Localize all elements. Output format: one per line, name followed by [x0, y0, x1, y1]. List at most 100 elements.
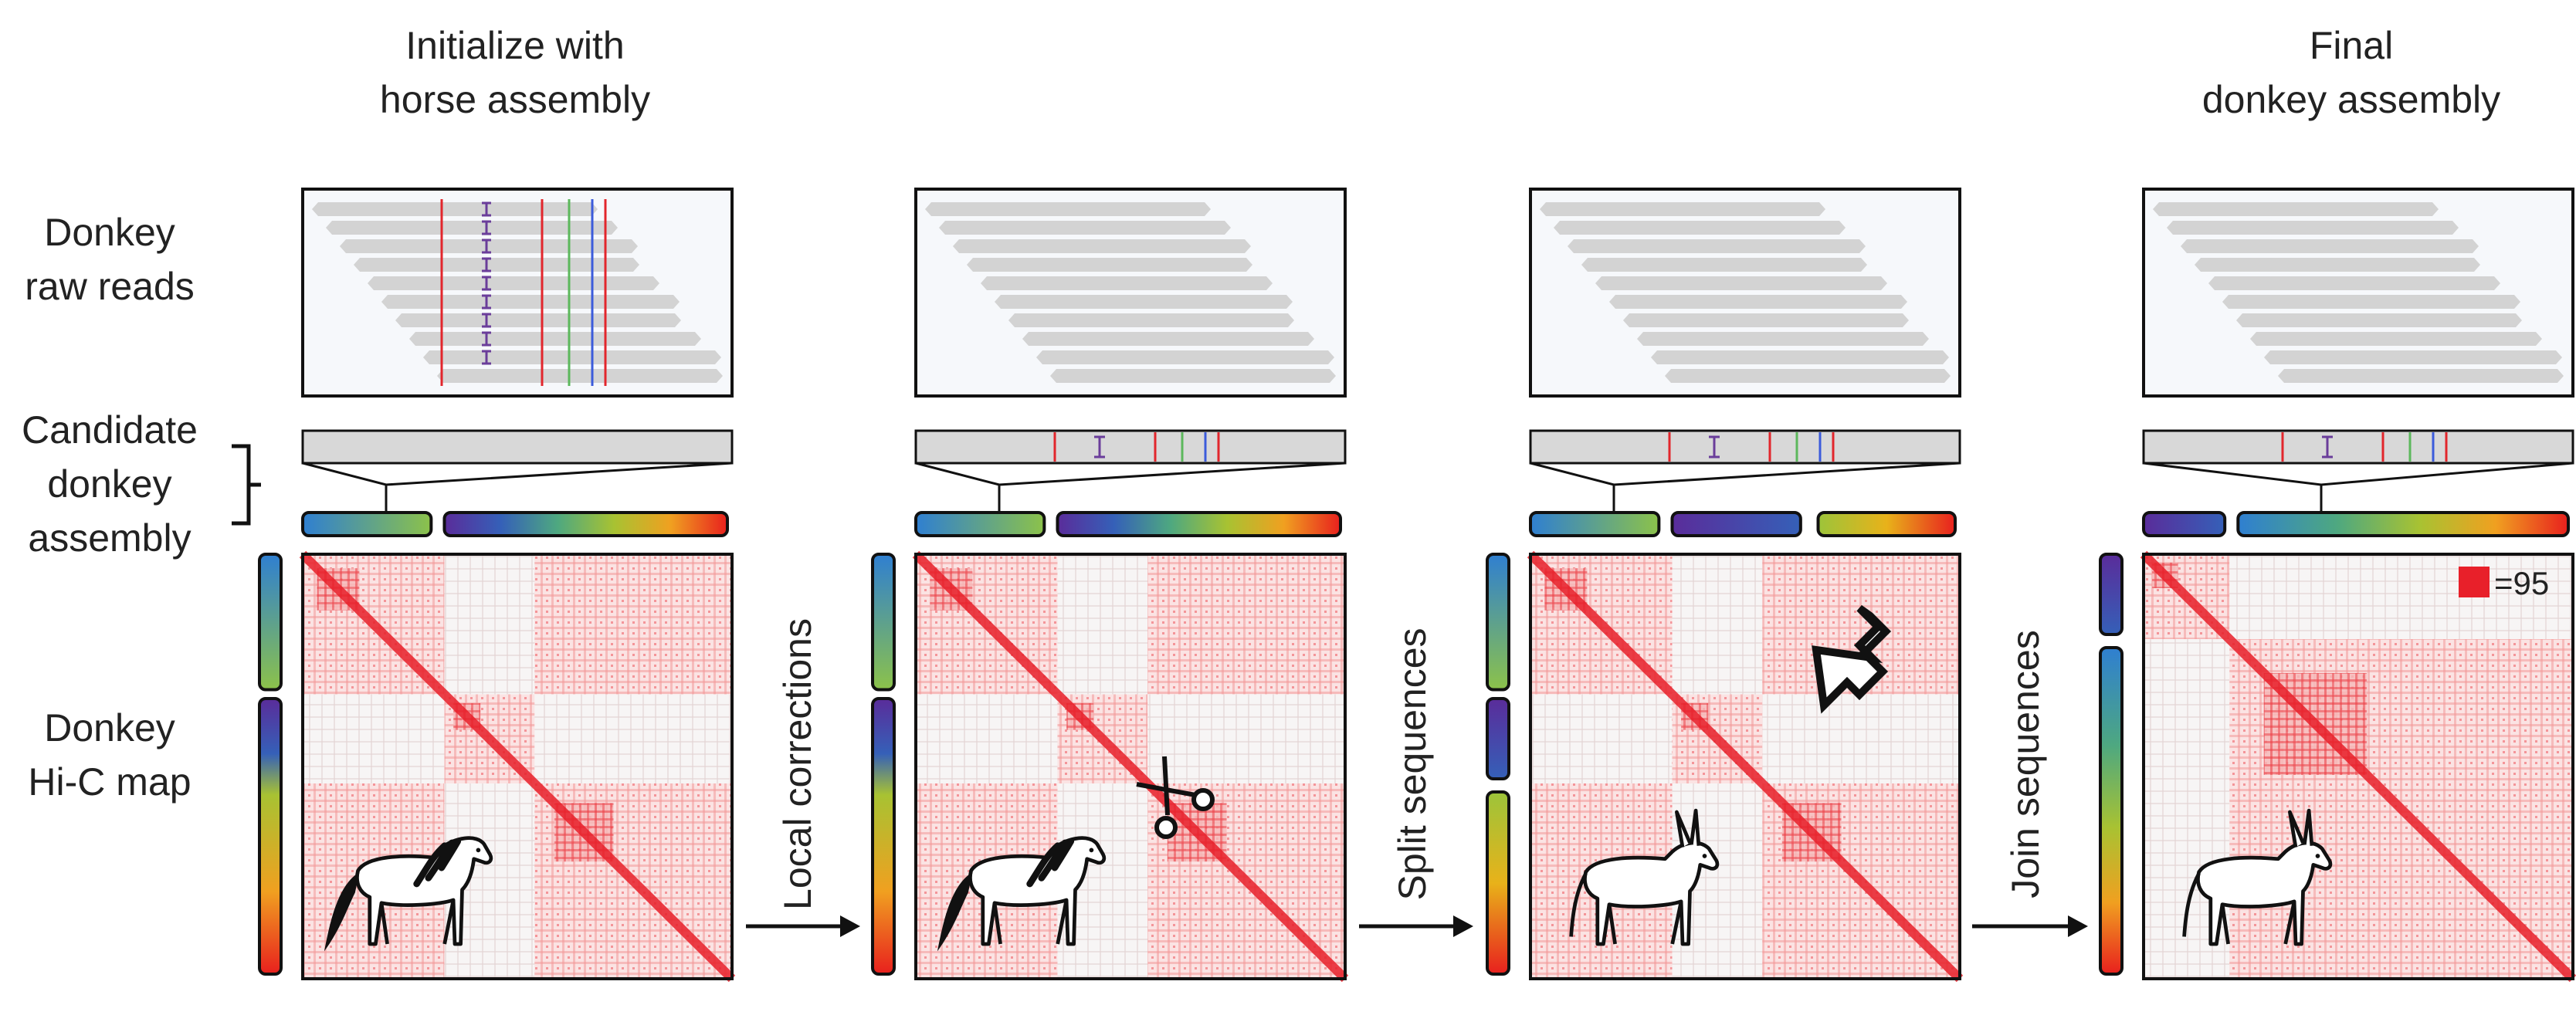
contig-bar-vertical — [1486, 553, 1510, 692]
contig-bar — [1670, 511, 1802, 537]
hic-map — [299, 550, 736, 983]
read-bar — [1637, 332, 1929, 346]
read-bar — [1623, 313, 1909, 327]
read-bar — [2195, 258, 2480, 272]
scissors-icon — [1136, 756, 1215, 839]
read-bar — [1022, 332, 1314, 346]
contig-bar — [301, 511, 433, 537]
read-bar — [939, 221, 1231, 235]
read-bar — [967, 258, 1252, 272]
panel-split — [1486, 188, 1964, 983]
contig-bar-vertical — [2099, 646, 2124, 976]
read-bar — [1554, 221, 1846, 235]
split-sequences-label: Split sequences — [1391, 628, 1434, 900]
candidate-assembly-strip — [301, 429, 734, 513]
local-corrections-label: Local corrections — [776, 618, 819, 910]
candidate-assembly-strip — [1529, 429, 1961, 513]
contig-bar — [442, 511, 729, 537]
contig-bar — [1056, 511, 1342, 537]
contig-bar — [1529, 511, 1661, 537]
hic-diagonal — [912, 550, 1349, 983]
read-bar — [925, 202, 1211, 216]
initialize-title-line1: Initialize with — [405, 24, 624, 67]
read-bar — [2278, 369, 2564, 383]
candidate-assembly-strip — [914, 429, 1347, 513]
hic-diagonal — [1527, 550, 1964, 983]
contig-bar-vertical — [1486, 790, 1510, 976]
hic-map — [1527, 550, 1964, 983]
read-bar — [395, 313, 681, 327]
read-bar — [354, 258, 639, 272]
hic-diagonal — [2140, 550, 2576, 983]
contig-bar — [2236, 511, 2571, 537]
join-arrow-icon — [1812, 604, 1892, 714]
read-bar — [368, 276, 659, 290]
hic-label-line2: Hi-C map — [28, 760, 191, 804]
read-bar — [381, 295, 680, 309]
hic-map — [912, 550, 1349, 983]
contig-bar — [914, 511, 1046, 537]
raw-reads-box — [2142, 188, 2574, 398]
raw-reads-box — [914, 188, 1347, 398]
read-bar — [1008, 313, 1294, 327]
read-bar — [312, 202, 598, 216]
panel-local — [871, 188, 1349, 983]
read-bar — [1581, 258, 1867, 272]
contig-bar-vertical — [871, 697, 896, 976]
read-bar — [981, 276, 1273, 290]
read-bar — [1651, 350, 1949, 364]
read-bar — [423, 350, 721, 364]
read-bar — [2264, 350, 2562, 364]
arrow-local-corrections — [746, 915, 860, 937]
legend-swatch — [2459, 567, 2490, 597]
candidate-label-line1: Candidate — [22, 408, 198, 452]
raw-reads-box — [1529, 188, 1961, 398]
zoom-funnel — [1530, 462, 1961, 513]
candidate-label-line3: assembly — [28, 516, 191, 560]
read-bar — [2167, 221, 2459, 235]
zoom-funnel — [915, 462, 1346, 513]
read-bar — [326, 221, 618, 235]
join-sequences-label: Join sequences — [2004, 630, 2047, 898]
read-bar — [2236, 313, 2522, 327]
read-bar — [1665, 369, 1951, 383]
contig-bar — [2142, 511, 2227, 537]
contig-bar-vertical — [258, 697, 283, 976]
read-bar — [995, 295, 1293, 309]
hic-map — [2140, 550, 2576, 983]
final-title-line2: donkey assembly — [2202, 78, 2500, 121]
contig-bar-vertical — [871, 553, 896, 692]
read-bar — [409, 332, 701, 346]
legend-label: =95 — [2494, 565, 2549, 601]
read-bar — [1568, 239, 1866, 253]
raw-reads-box — [301, 188, 734, 398]
contig-bar-vertical — [258, 553, 283, 692]
read-bar — [1595, 276, 1887, 290]
read-bar — [2208, 276, 2500, 290]
final-title-line1: Final — [2310, 24, 2393, 67]
contig-bar-vertical — [1486, 697, 1510, 780]
read-bar — [1050, 369, 1336, 383]
candidate-assembly-strip — [2142, 429, 2574, 513]
zoom-funnel — [302, 462, 733, 513]
panel-final — [2099, 188, 2576, 983]
candidate-label-line2: donkey — [47, 462, 171, 506]
raw-reads-label-line1: Donkey — [44, 211, 175, 254]
panel-initialize — [258, 188, 736, 983]
initialize-title-line2: horse assembly — [380, 78, 650, 121]
zoom-funnel — [2143, 462, 2574, 513]
read-bar — [2181, 239, 2479, 253]
read-bar — [2222, 295, 2520, 309]
read-bar — [1036, 350, 1334, 364]
read-bar — [1609, 295, 1907, 309]
hic-diagonal — [299, 550, 736, 983]
read-bar — [953, 239, 1251, 253]
read-bar — [340, 239, 638, 253]
read-bar — [2250, 332, 2542, 346]
candidate-bracket — [232, 444, 261, 526]
read-bar — [1540, 202, 1825, 216]
raw-reads-label-line2: raw reads — [25, 265, 195, 308]
contig-bar-vertical — [2099, 553, 2124, 636]
arrow-join-sequences — [1972, 915, 2088, 937]
